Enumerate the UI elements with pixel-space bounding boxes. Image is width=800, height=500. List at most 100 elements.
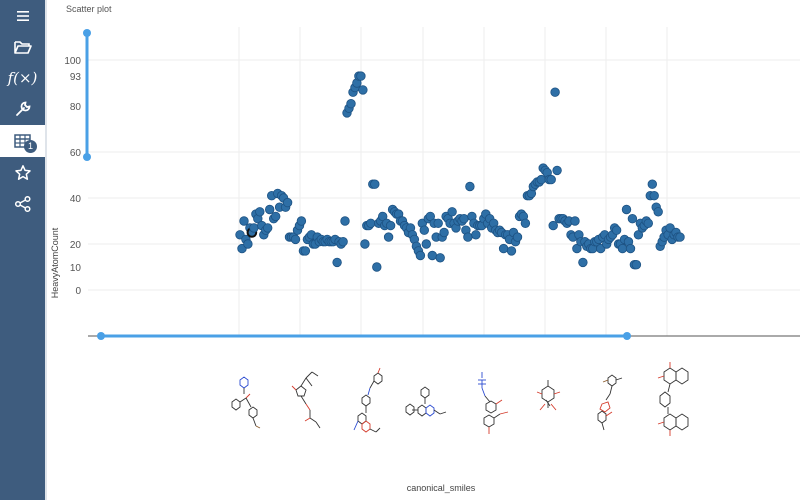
y-tick-label: 10 [70, 263, 82, 274]
data-point[interactable] [433, 218, 443, 229]
folder-open-icon [13, 40, 32, 54]
data-point[interactable] [243, 239, 253, 249]
data-point[interactable] [536, 174, 547, 185]
data-point[interactable] [249, 223, 259, 233]
data-point[interactable] [385, 220, 396, 231]
structure-1 [231, 376, 261, 429]
y-range-handle-top[interactable] [83, 29, 91, 37]
favorites-button[interactable] [0, 157, 45, 188]
data-point[interactable] [340, 216, 350, 226]
plot-title: Scatter plot [66, 4, 112, 14]
data-point[interactable] [346, 98, 356, 109]
data-point[interactable] [282, 197, 293, 208]
x-range-handle-left[interactable] [97, 332, 105, 340]
data-point[interactable] [366, 218, 376, 229]
data-point[interactable] [255, 207, 265, 217]
x-range-slider[interactable] [97, 332, 631, 340]
data-point[interactable] [546, 174, 556, 185]
y-range-slider[interactable] [83, 29, 91, 161]
data-point[interactable] [617, 243, 628, 254]
data-point[interactable] [506, 246, 517, 256]
structure-6 [536, 380, 561, 411]
data-point[interactable] [570, 216, 580, 226]
data-point[interactable] [625, 243, 636, 254]
data-point[interactable] [421, 239, 432, 249]
structure-2 [291, 371, 321, 429]
data-point[interactable] [653, 207, 663, 217]
data-point[interactable] [290, 234, 301, 245]
data-point[interactable] [627, 213, 638, 224]
data-point[interactable] [419, 225, 430, 235]
y-axis-title: HeavyAtomCount [50, 227, 60, 298]
grid [88, 27, 800, 336]
data-point[interactable] [271, 211, 281, 222]
data-point[interactable] [631, 260, 642, 270]
structure-7 [597, 374, 623, 431]
y-tick-label: 20 [70, 240, 82, 251]
data-point[interactable] [643, 218, 654, 229]
menu-button[interactable] [0, 0, 45, 31]
y-tick-label: 0 [75, 286, 81, 297]
star-icon [14, 164, 31, 180]
sidebar-divider [45, 0, 47, 500]
sidebar: f(×) 1 [0, 0, 45, 500]
data-point[interactable] [372, 262, 382, 272]
y-tick-label: 80 [70, 102, 82, 113]
data-point[interactable] [512, 232, 523, 242]
data-point[interactable] [332, 257, 342, 268]
data-point[interactable] [263, 223, 273, 233]
data-point[interactable] [360, 239, 370, 249]
data-point[interactable] [471, 230, 481, 240]
data-point[interactable] [370, 179, 380, 189]
open-button[interactable] [0, 31, 45, 62]
x-axis-title: canonical_smiles [407, 483, 476, 493]
data-point[interactable] [621, 204, 632, 215]
data-point[interactable] [447, 207, 457, 217]
data-point[interactable] [465, 181, 475, 192]
data-point[interactable] [520, 218, 531, 229]
data-point[interactable] [300, 246, 311, 256]
data-point[interactable] [378, 211, 388, 222]
x-range-handle-right[interactable] [623, 332, 631, 340]
scatter-plot[interactable]: 100 93 80 60 40 20 10 0 HeavyAtomCount c… [47, 0, 800, 500]
data-points[interactable] [235, 71, 685, 272]
data-point[interactable] [552, 165, 562, 176]
y-tick-label: 40 [70, 194, 82, 205]
data-point[interactable] [383, 232, 394, 242]
data-point[interactable] [358, 85, 368, 95]
table-view-button[interactable]: 1 [0, 125, 45, 157]
data-point[interactable] [675, 232, 685, 242]
data-point[interactable] [338, 236, 348, 247]
data-point[interactable] [649, 190, 659, 201]
data-point[interactable] [439, 227, 449, 238]
data-point[interactable] [356, 71, 366, 81]
data-point[interactable] [296, 216, 307, 226]
data-point[interactable] [548, 220, 558, 231]
structure-8 [657, 362, 689, 436]
data-point[interactable] [427, 250, 438, 261]
structure-4 [405, 386, 447, 417]
data-point[interactable] [463, 232, 473, 242]
data-point[interactable] [239, 216, 249, 226]
menu-icon [16, 10, 29, 21]
settings-button[interactable] [0, 93, 45, 124]
structure-3 [353, 367, 383, 433]
data-point[interactable] [578, 257, 588, 268]
data-point[interactable] [572, 243, 582, 254]
y-range-handle-bottom[interactable] [83, 153, 91, 161]
table-count-badge: 1 [24, 140, 37, 153]
data-point[interactable] [647, 179, 658, 189]
data-point[interactable] [459, 213, 469, 224]
wrench-icon [15, 101, 30, 116]
data-point[interactable] [265, 204, 275, 215]
share-button[interactable] [0, 188, 45, 219]
y-tick-label: 100 [64, 56, 81, 67]
data-point[interactable] [611, 225, 622, 235]
data-point[interactable] [498, 243, 509, 254]
data-point[interactable] [415, 250, 426, 261]
data-point[interactable] [435, 253, 445, 263]
functions-button[interactable]: f(×) [0, 62, 45, 93]
function-icon: f(×) [7, 68, 38, 87]
y-tick-label: 60 [70, 148, 82, 159]
data-point[interactable] [550, 87, 560, 97]
